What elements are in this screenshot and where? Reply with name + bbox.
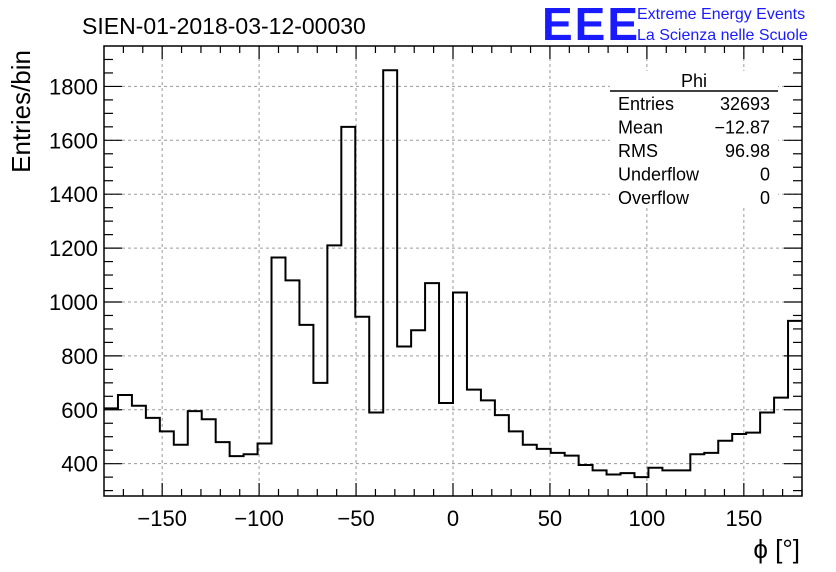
stats-box-background <box>610 71 778 205</box>
x-tick-labels: −150 −100 −50 0 50 100 150 <box>137 506 762 531</box>
x-tick-label: 50 <box>538 506 562 531</box>
stats-row-value: −12.87 <box>714 118 770 138</box>
stats-row-value: 0 <box>760 188 770 208</box>
y-axis-title: Entries/bin <box>6 50 36 173</box>
logo-line2: La Scienza nelle Scuole <box>637 27 808 44</box>
y-tick-label: 1000 <box>49 290 98 315</box>
logo-mark: EEE <box>542 0 640 50</box>
stats-row-value: 0 <box>760 165 770 185</box>
stats-box-title: Phi <box>681 71 707 91</box>
y-tick-labels: 400 600 800 1000 1200 1400 1600 1800 <box>49 74 98 476</box>
x-tick-label: 100 <box>629 506 666 531</box>
x-tick-label: −150 <box>137 506 187 531</box>
stats-row-label: Mean <box>618 118 663 138</box>
y-tick-label: 1200 <box>49 236 98 261</box>
stats-row-label: RMS <box>618 141 658 161</box>
y-tick-label: 800 <box>61 344 98 369</box>
y-tick-label: 1600 <box>49 128 98 153</box>
stats-row-label: Underflow <box>618 165 700 185</box>
x-tick-label: 150 <box>725 506 762 531</box>
stats-row-value: 96.98 <box>725 141 770 161</box>
stats-row-label: Entries <box>618 94 674 114</box>
y-tick-label: 400 <box>61 452 98 477</box>
logo-line1: Extreme Energy Events <box>637 6 805 23</box>
logo: EEE Extreme Energy Events La Scienza nel… <box>542 0 808 50</box>
axis-ticks <box>104 46 803 496</box>
chart-title: SIEN-01-2018-03-12-00030 <box>82 13 366 39</box>
y-tick-label: 600 <box>61 398 98 423</box>
stats-rows: Entries 32693 Mean −12.87 RMS 96.98 Underflow 0… <box>618 94 770 208</box>
stats-row-value: 32693 <box>720 94 770 114</box>
y-tick-label: 1800 <box>49 74 98 99</box>
x-tick-label: −50 <box>337 506 374 531</box>
y-tick-label: 1400 <box>49 182 98 207</box>
x-axis-title: ϕ [°] <box>753 534 800 564</box>
stats-row-label: Overflow <box>618 188 690 208</box>
x-tick-label: −100 <box>234 506 284 531</box>
stats-box: Phi Entries 32693 Mean −12.87 RMS 96.98 Underf… <box>610 71 778 208</box>
x-tick-label: 0 <box>447 506 459 531</box>
histogram-step-line <box>104 69 802 479</box>
